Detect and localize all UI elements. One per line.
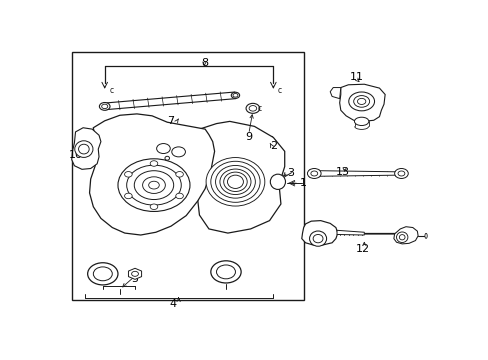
Circle shape xyxy=(210,261,241,283)
Circle shape xyxy=(142,177,165,193)
Text: 3: 3 xyxy=(286,168,293,177)
Polygon shape xyxy=(329,87,340,99)
Ellipse shape xyxy=(396,232,407,243)
Circle shape xyxy=(93,267,112,281)
Ellipse shape xyxy=(357,98,365,104)
Circle shape xyxy=(171,147,185,157)
Text: 7: 7 xyxy=(167,116,174,126)
Circle shape xyxy=(397,171,404,176)
Text: 8: 8 xyxy=(201,58,207,68)
Text: c: c xyxy=(277,86,281,95)
Circle shape xyxy=(134,171,173,199)
Circle shape xyxy=(156,144,170,153)
Ellipse shape xyxy=(79,144,89,154)
Circle shape xyxy=(124,172,132,177)
Text: 10: 10 xyxy=(69,150,83,159)
Circle shape xyxy=(124,193,132,199)
Circle shape xyxy=(148,181,159,189)
Ellipse shape xyxy=(309,231,326,246)
Circle shape xyxy=(118,159,189,211)
Ellipse shape xyxy=(215,166,255,198)
Circle shape xyxy=(150,204,158,210)
Ellipse shape xyxy=(205,158,264,206)
Ellipse shape xyxy=(312,234,323,243)
Text: 4: 4 xyxy=(169,299,176,309)
Polygon shape xyxy=(89,114,214,235)
Ellipse shape xyxy=(231,92,239,98)
Ellipse shape xyxy=(99,103,110,110)
Ellipse shape xyxy=(354,117,368,126)
Circle shape xyxy=(248,105,256,111)
Ellipse shape xyxy=(353,96,369,107)
Text: c: c xyxy=(109,86,114,95)
Ellipse shape xyxy=(220,169,250,194)
Text: 13: 13 xyxy=(335,167,349,177)
Polygon shape xyxy=(336,230,364,235)
Circle shape xyxy=(175,172,183,177)
Text: 9: 9 xyxy=(244,132,252,143)
Polygon shape xyxy=(104,92,236,110)
Polygon shape xyxy=(128,268,142,279)
Ellipse shape xyxy=(164,156,169,160)
Text: c: c xyxy=(257,104,262,113)
Circle shape xyxy=(126,165,181,205)
Text: 6: 6 xyxy=(159,160,166,170)
Ellipse shape xyxy=(210,161,260,202)
Ellipse shape xyxy=(399,235,404,240)
Polygon shape xyxy=(393,227,417,244)
Ellipse shape xyxy=(232,94,238,97)
Text: 12: 12 xyxy=(355,244,369,254)
Ellipse shape xyxy=(223,172,247,192)
Circle shape xyxy=(216,265,235,279)
Polygon shape xyxy=(319,171,398,176)
Circle shape xyxy=(150,161,158,166)
Text: 11: 11 xyxy=(349,72,363,82)
Polygon shape xyxy=(72,128,101,169)
Ellipse shape xyxy=(227,175,243,188)
Circle shape xyxy=(245,103,259,113)
Circle shape xyxy=(131,271,138,276)
Circle shape xyxy=(394,168,407,179)
Ellipse shape xyxy=(424,233,427,238)
Text: 1: 1 xyxy=(299,178,306,188)
Polygon shape xyxy=(339,84,385,121)
Circle shape xyxy=(87,263,118,285)
Circle shape xyxy=(175,193,183,199)
Circle shape xyxy=(310,171,317,176)
Ellipse shape xyxy=(270,174,285,189)
Circle shape xyxy=(307,168,321,179)
Ellipse shape xyxy=(348,92,374,111)
Text: 5: 5 xyxy=(131,274,138,284)
Ellipse shape xyxy=(75,141,93,157)
Polygon shape xyxy=(197,121,284,233)
Polygon shape xyxy=(301,221,337,245)
Bar xyxy=(72,52,303,301)
Text: 2: 2 xyxy=(270,141,277,151)
Ellipse shape xyxy=(102,104,107,109)
